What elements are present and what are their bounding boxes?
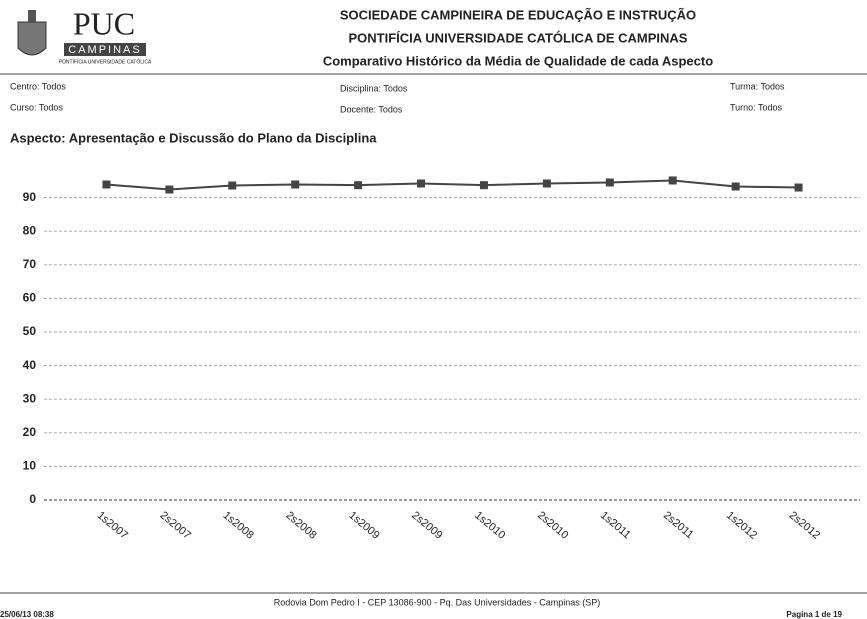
logo-text: PUC [73, 5, 135, 41]
filter: Turma: Todos [730, 81, 785, 91]
y-tick-label: 0 [29, 492, 36, 506]
data-point [542, 179, 551, 188]
logo: PUC CAMPINAS PONTIFÍCIA UNIVERSIDADE CAT… [17, 5, 152, 65]
chart-title: Aspecto: Apresentação e Discussão do Pla… [10, 130, 377, 145]
data-point [668, 176, 677, 185]
logo-crown [28, 10, 36, 22]
x-tick-label: 1s2012 [724, 509, 759, 541]
y-tick-label: 50 [23, 324, 37, 338]
y-tick-label: 30 [23, 391, 37, 405]
x-tick-label: 2s2012 [787, 509, 822, 541]
y-tick-label: 80 [23, 223, 37, 237]
data-point [417, 179, 426, 188]
header-line: Comparativo Histórico da Média de Qualid… [323, 53, 713, 68]
data-point [479, 181, 488, 190]
data-point [102, 180, 111, 189]
x-tick-label: 2s2008 [283, 509, 318, 541]
x-tick-label: 2s2011 [661, 509, 696, 541]
y-tick-label: 10 [23, 459, 37, 473]
x-tick-label: 1s2007 [95, 509, 130, 541]
y-tick-label: 90 [23, 190, 37, 204]
filter: Turno: Todos [730, 102, 783, 112]
filter: Disciplina: Todos [340, 83, 408, 93]
data-point [794, 183, 803, 192]
logo-shield [17, 21, 47, 56]
y-tick-label: 60 [23, 291, 37, 305]
x-tick-label: 1s2011 [598, 509, 633, 541]
data-line [106, 179, 799, 191]
x-tick-label: 2s2010 [535, 509, 570, 541]
x-tick-label: 2s2009 [409, 509, 444, 541]
logo-caption: PONTIFÍCIA UNIVERSIDADE CATÓLICA [59, 58, 152, 65]
data-point [731, 182, 740, 191]
filter: Curso: Todos [10, 102, 63, 112]
data-point [165, 185, 174, 194]
data-point [354, 181, 363, 190]
y-tick-label: 70 [23, 257, 37, 271]
data-point [228, 181, 237, 190]
y-tick-label: 20 [23, 425, 37, 439]
header-line: SOCIEDADE CAMPINEIRA DE EDUCAÇÃO E INSTR… [340, 7, 696, 22]
x-tick-label: 1s2008 [220, 509, 255, 541]
x-tick-label: 1s2010 [472, 509, 507, 541]
filter: Docente: Todos [340, 104, 403, 114]
x-tick-label: 1s2009 [346, 509, 381, 541]
footer-address: Rodovia Dom Pedro I - CEP 13086-900 - Pq… [274, 597, 600, 607]
header-line: PONTIFÍCIA UNIVERSIDADE CATÓLICA DE CAMP… [349, 30, 688, 45]
data-point [291, 180, 300, 189]
logo-banner-bg [64, 43, 146, 56]
logo-banner: CAMPINAS [68, 44, 141, 56]
filter: Centro: Todos [10, 81, 66, 91]
footer-page: Pagina 1 de 19 [786, 610, 842, 619]
data-point [605, 178, 614, 187]
y-tick-label: 40 [23, 358, 37, 372]
x-tick-label: 2s2007 [158, 509, 193, 541]
footer-date: 25/06/13 08:38 [0, 610, 54, 619]
